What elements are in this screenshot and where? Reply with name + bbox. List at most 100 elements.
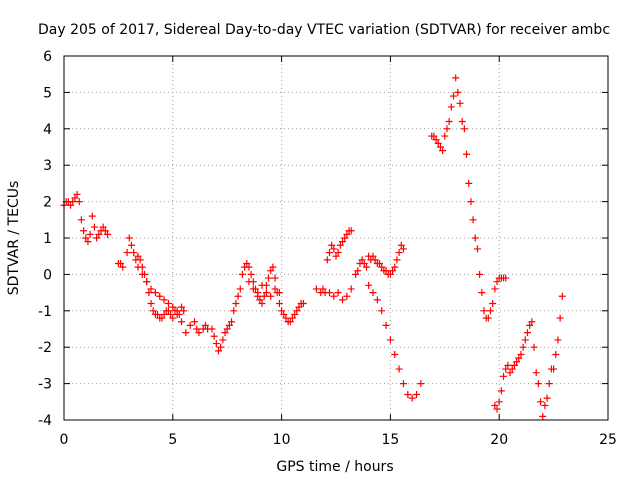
data-point: [191, 318, 199, 326]
data-point: [275, 289, 283, 297]
data-point: [88, 212, 96, 220]
data-point: [245, 263, 253, 271]
data-point: [450, 92, 458, 100]
data-point: [521, 336, 529, 344]
data-point: [382, 267, 390, 275]
y-tick-label: 4: [43, 122, 52, 138]
data-point: [182, 329, 190, 337]
data-point: [399, 380, 407, 388]
data-point: [471, 234, 479, 242]
data-point: [354, 267, 362, 275]
data-point: [208, 325, 216, 333]
data-point: [554, 336, 562, 344]
data-point: [389, 267, 397, 275]
data-point: [458, 118, 466, 126]
data-point: [443, 125, 451, 133]
data-point: [267, 292, 275, 300]
data-point: [336, 241, 344, 249]
y-tick-label: 3: [43, 158, 52, 174]
data-point: [156, 292, 164, 300]
data-point: [441, 132, 449, 140]
data-point: [84, 238, 92, 246]
data-point: [169, 303, 177, 311]
data-point: [513, 358, 521, 366]
data-point: [339, 238, 347, 246]
data-point: [502, 365, 510, 373]
data-point: [123, 249, 131, 257]
x-axis-label: GPS time / hours: [276, 459, 393, 475]
data-point: [217, 343, 225, 351]
x-tick-label: 25: [599, 432, 617, 448]
data-point: [371, 256, 379, 264]
data-point: [478, 289, 486, 297]
data-point: [245, 278, 253, 286]
data-point: [408, 394, 416, 402]
data-point: [460, 125, 468, 133]
data-point: [160, 296, 168, 304]
data-point: [325, 289, 333, 297]
data-point: [288, 314, 296, 322]
data-point: [376, 259, 384, 267]
data-point: [473, 245, 481, 253]
data-point: [167, 310, 175, 318]
data-point: [341, 234, 349, 242]
data-point: [519, 343, 527, 351]
data-point: [280, 310, 288, 318]
data-point: [175, 310, 183, 318]
data-point: [469, 216, 477, 224]
data-point: [210, 332, 218, 340]
data-point: [286, 318, 294, 326]
gridlines: [64, 56, 608, 420]
data-point: [541, 401, 549, 409]
data-point: [319, 285, 327, 293]
x-tick-label: 5: [168, 432, 177, 448]
data-point: [127, 241, 135, 249]
data-point: [147, 285, 155, 293]
y-tick-label: -4: [38, 413, 52, 429]
data-point: [439, 147, 447, 155]
data-point: [445, 118, 453, 126]
data-point: [136, 256, 144, 264]
data-point: [436, 143, 444, 151]
data-point: [391, 350, 399, 358]
data-point: [395, 365, 403, 373]
data-point: [463, 150, 471, 158]
data-point: [556, 314, 564, 322]
data-point: [67, 201, 75, 209]
data-point: [212, 340, 220, 348]
data-point: [502, 274, 510, 282]
data-point: [430, 132, 438, 140]
data-point: [523, 329, 531, 337]
data-point: [173, 307, 181, 315]
data-point: [312, 285, 320, 293]
data-point: [271, 274, 279, 282]
data-point: [80, 227, 88, 235]
data-point: [293, 307, 301, 315]
data-point: [404, 391, 412, 399]
data-point: [232, 300, 240, 308]
data-point: [452, 74, 460, 82]
data-point: [493, 278, 501, 286]
data-point: [508, 365, 516, 373]
data-point: [178, 303, 186, 311]
axis-ticks: 0 5 10 15 20 25 -4 -3 -2 -1 0 1 2 3 4 5 6: [38, 49, 617, 448]
data-point: [510, 361, 518, 369]
data-point: [230, 307, 238, 315]
data-point: [352, 270, 360, 278]
data-point: [545, 380, 553, 388]
y-tick-label: -2: [38, 340, 52, 356]
data-point: [413, 391, 421, 399]
y-tick-label: -1: [38, 304, 52, 320]
data-point: [532, 369, 540, 377]
data-point: [323, 256, 331, 264]
data-point: [530, 343, 538, 351]
data-point: [160, 310, 168, 318]
data-point: [193, 325, 201, 333]
data-point: [491, 285, 499, 293]
data-point: [539, 412, 547, 420]
data-point: [82, 234, 90, 242]
data-point: [517, 350, 525, 358]
data-point: [378, 263, 386, 271]
data-point: [328, 241, 336, 249]
